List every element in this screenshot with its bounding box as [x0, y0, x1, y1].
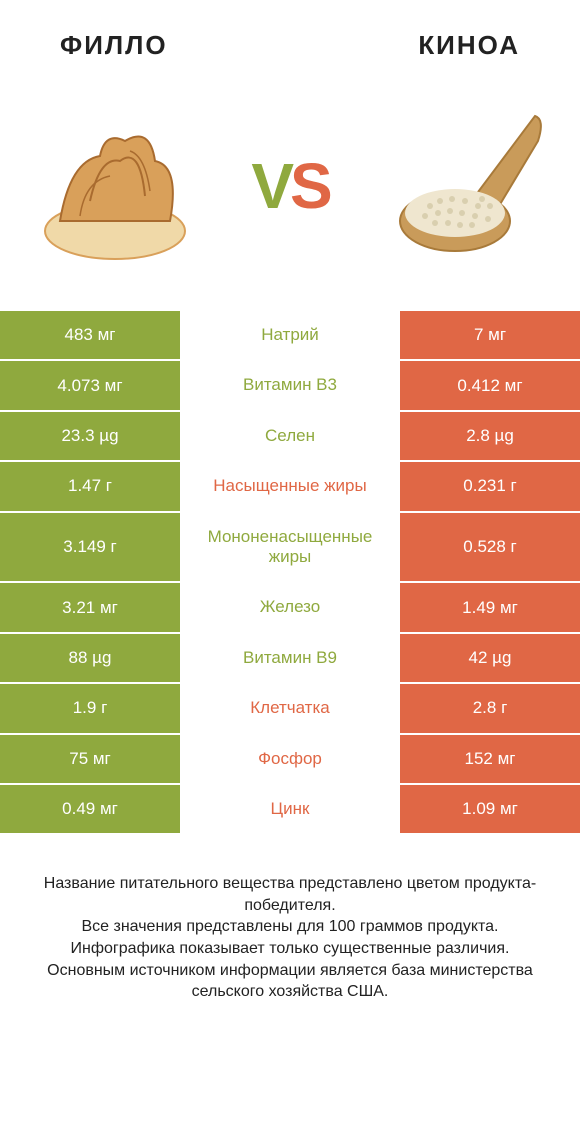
table-row: 75 мгФосфор152 мг — [0, 735, 580, 785]
table-row: 3.149 гМононенасыщенные жиры0.528 г — [0, 513, 580, 584]
cell-nutrient: Цинк — [180, 785, 400, 833]
vs-s: S — [290, 149, 329, 223]
table-row: 4.073 мгВитамин B30.412 мг — [0, 361, 580, 411]
footer-line: Основным источником информации является … — [20, 960, 560, 1003]
cell-nutrient: Витамин B9 — [180, 634, 400, 682]
cell-nutrient: Насыщенные жиры — [180, 462, 400, 510]
quinoa-icon — [380, 101, 550, 271]
cell-right: 1.09 мг — [400, 785, 580, 833]
cell-left: 4.073 мг — [0, 361, 180, 409]
cell-left: 3.21 мг — [0, 583, 180, 631]
cell-nutrient: Витамин B3 — [180, 361, 400, 409]
table-row: 483 мгНатрий7 мг — [0, 311, 580, 361]
cell-nutrient: Клетчатка — [180, 684, 400, 732]
table-row: 23.3 µgСелен2.8 µg — [0, 412, 580, 462]
cell-left: 483 мг — [0, 311, 180, 359]
cell-left: 75 мг — [0, 735, 180, 783]
footer-line: Название питательного вещества представл… — [20, 873, 560, 916]
comparison-table: 483 мгНатрий7 мг4.073 мгВитамин B30.412 … — [0, 311, 580, 833]
footer-line: Инфографика показывает только существенн… — [20, 938, 560, 960]
quinoa-image — [380, 101, 550, 271]
cell-right: 7 мг — [400, 311, 580, 359]
footer: Название питательного вещества представл… — [0, 833, 580, 1003]
cell-right: 2.8 µg — [400, 412, 580, 460]
cell-right: 1.49 мг — [400, 583, 580, 631]
cell-left: 88 µg — [0, 634, 180, 682]
cell-nutrient: Мононенасыщенные жиры — [180, 513, 400, 582]
cell-nutrient: Натрий — [180, 311, 400, 359]
cell-nutrient: Фосфор — [180, 735, 400, 783]
header: ФИЛЛО КИНОА — [0, 0, 580, 71]
vs-v: V — [251, 149, 290, 223]
images-row: VS — [0, 71, 580, 311]
cell-nutrient: Селен — [180, 412, 400, 460]
footer-line: Все значения представлены для 100 граммо… — [20, 916, 560, 938]
cell-right: 2.8 г — [400, 684, 580, 732]
cell-left: 3.149 г — [0, 513, 180, 582]
table-row: 1.9 гКлетчатка2.8 г — [0, 684, 580, 734]
cell-left: 0.49 мг — [0, 785, 180, 833]
cell-right: 42 µg — [400, 634, 580, 682]
cell-nutrient: Железо — [180, 583, 400, 631]
cell-right: 0.528 г — [400, 513, 580, 582]
cell-left: 1.9 г — [0, 684, 180, 732]
cell-right: 0.231 г — [400, 462, 580, 510]
cell-right: 152 мг — [400, 735, 580, 783]
filo-icon — [30, 101, 200, 271]
cell-left: 1.47 г — [0, 462, 180, 510]
filo-image — [30, 101, 200, 271]
title-right: КИНОА — [418, 30, 520, 61]
cell-right: 0.412 мг — [400, 361, 580, 409]
title-left: ФИЛЛО — [60, 30, 168, 61]
table-row: 3.21 мгЖелезо1.49 мг — [0, 583, 580, 633]
table-row: 0.49 мгЦинк1.09 мг — [0, 785, 580, 833]
table-row: 88 µgВитамин B942 µg — [0, 634, 580, 684]
cell-left: 23.3 µg — [0, 412, 180, 460]
table-row: 1.47 гНасыщенные жиры0.231 г — [0, 462, 580, 512]
vs-badge: VS — [251, 149, 328, 223]
